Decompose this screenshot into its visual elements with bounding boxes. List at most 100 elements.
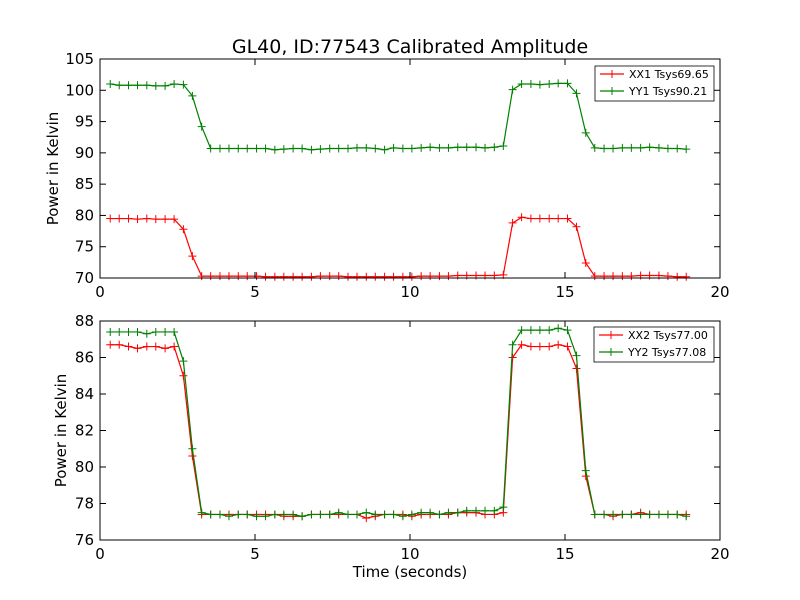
top-x-tick-label-2: 10: [400, 283, 419, 301]
bottom-series-0-point-6: [161, 344, 170, 353]
top-series-0-point-63: [682, 272, 691, 281]
bottom-legend: XX2 Tsys77.00 YY2 Tsys77.08: [593, 326, 715, 363]
bottom-series-1-point-39: [462, 506, 471, 515]
top-series-0-point-20: [289, 272, 298, 281]
bottom-series-1-point-23: [316, 510, 325, 519]
top-series-1-point-10: [197, 122, 206, 131]
top-series-0-point-30: [380, 272, 389, 281]
top-series-1-point-8: [179, 80, 188, 89]
top-series-1-point-61: [663, 144, 672, 153]
bottom-series-1-point-34: [417, 508, 426, 517]
top-series-1-point-32: [398, 144, 407, 153]
bottom-series-1-point-38: [453, 508, 462, 517]
top-series-1-point-1: [115, 81, 124, 90]
top-series-0-point-18: [270, 272, 279, 281]
bottom-legend-marker-0: [607, 331, 615, 339]
bottom-series-0-point-8: [179, 371, 188, 380]
top-y-tick-label-6: 100: [65, 81, 94, 99]
top-series-0-point-15: [243, 272, 252, 281]
top-series-1-point-0: [106, 80, 115, 89]
top-series-0-point-52: [581, 258, 590, 267]
top-series-1-point-34: [417, 143, 426, 152]
top-series-1-point-53: [590, 143, 599, 152]
top-series-1-point-57: [627, 143, 636, 152]
top-series-1-point-62: [673, 144, 682, 153]
bottom-x-tick-label-2: 10: [400, 545, 419, 563]
top-series-1-point-41: [481, 143, 490, 152]
bottom-series-1-point-6: [161, 327, 170, 336]
top-series-0-point-54: [600, 272, 609, 281]
top-series-1-point-51: [572, 89, 581, 98]
top-series-1-point-40: [472, 143, 481, 152]
bottom-y-axis-label: Power in Kelvin: [52, 374, 70, 488]
top-series-1-point-39: [462, 143, 471, 152]
top-series-0-point-57: [627, 272, 636, 281]
bottom-series-1-point-35: [426, 508, 435, 517]
bottom-series-1-point-41: [481, 506, 490, 515]
top-series-1-point-7: [170, 80, 179, 89]
bottom-series-1-point-54: [600, 510, 609, 519]
top-y-tick-label-3: 85: [75, 175, 94, 193]
top-series-1-point-14: [234, 144, 243, 153]
bottom-x-tick-label-1: 5: [250, 545, 260, 563]
subplot-top: GL40, ID:77543 Calibrated Amplitude 0 5 10…: [44, 36, 730, 301]
bottom-series-1-point-58: [636, 510, 645, 519]
top-legend-label-0: XX1 Tsys69.65: [629, 68, 709, 81]
bottom-series-1-point-56: [618, 510, 627, 519]
top-series-1-point-21: [298, 144, 307, 153]
top-series-0-point-22: [307, 272, 316, 281]
bottom-series-1-point-42: [490, 506, 499, 515]
top-x-tick-label-0: 0: [95, 283, 105, 301]
bottom-series-0-point-46: [526, 342, 535, 351]
bottom-series-1-point-32: [398, 512, 407, 521]
top-series-0-point-8: [179, 225, 188, 234]
top-series-1-point-33: [407, 144, 416, 153]
bottom-y-tick-label-0: 76: [75, 531, 94, 549]
top-series-0-point-33: [407, 272, 416, 281]
bottom-series-1-point-12: [215, 510, 224, 519]
bottom-series-1-point-25: [334, 508, 343, 517]
bottom-series-1-point-33: [407, 510, 416, 519]
bottom-series-1-point-15: [243, 510, 252, 519]
top-series-0-point-25: [334, 272, 343, 281]
top-series-0-point-50: [563, 214, 572, 223]
bottom-series-1-point-17: [261, 512, 270, 521]
top-series-0-point-37: [444, 272, 453, 281]
top-series-0-point-44: [508, 218, 517, 227]
top-series-1-point-31: [389, 143, 398, 152]
bottom-series-1-point-13: [224, 512, 233, 521]
top-series-1-point-9: [188, 91, 197, 100]
bottom-y-tick-label-4: 84: [75, 385, 94, 403]
top-series-0-point-24: [325, 272, 334, 281]
bottom-series-1-point-26: [344, 510, 352, 519]
bottom-series-1-point-16: [252, 512, 261, 521]
top-series-0-point-13: [224, 272, 233, 281]
top-series-1-point-60: [654, 143, 663, 152]
bottom-series-0-point-0: [106, 340, 115, 349]
bottom-legend-box: [593, 326, 715, 363]
top-series-0-point-12: [215, 272, 224, 281]
top-series-1-point-23: [316, 145, 325, 154]
top-series-1-point-2: [124, 81, 133, 90]
bottom-series-1-point-46: [526, 326, 535, 335]
top-series-1-point-17: [261, 144, 270, 153]
top-series-0-point-29: [371, 272, 380, 281]
bottom-series-1-point-11: [206, 510, 215, 519]
top-series-1-point-43: [499, 141, 508, 150]
top-x-tick-label-3: 15: [555, 283, 574, 301]
bottom-series-1-point-21: [298, 512, 307, 521]
bottom-series-0-point-49: [554, 340, 563, 349]
top-y-tick-label-5: 95: [75, 113, 94, 131]
top-series-1-point-4: [142, 81, 151, 90]
top-series-0-point-26: [344, 272, 352, 281]
top-series-0-point-5: [151, 215, 160, 224]
bottom-series-1-point-7: [170, 327, 179, 336]
top-y-tick-label-2: 80: [75, 206, 94, 224]
top-series-1-point-59: [645, 143, 654, 152]
bottom-y-tick-label-1: 78: [75, 495, 94, 513]
bottom-series-1-point-48: [545, 326, 554, 335]
top-series-1-point-38: [453, 143, 462, 152]
top-series-1-point-25: [334, 144, 343, 153]
top-series-0-point-48: [545, 214, 554, 223]
